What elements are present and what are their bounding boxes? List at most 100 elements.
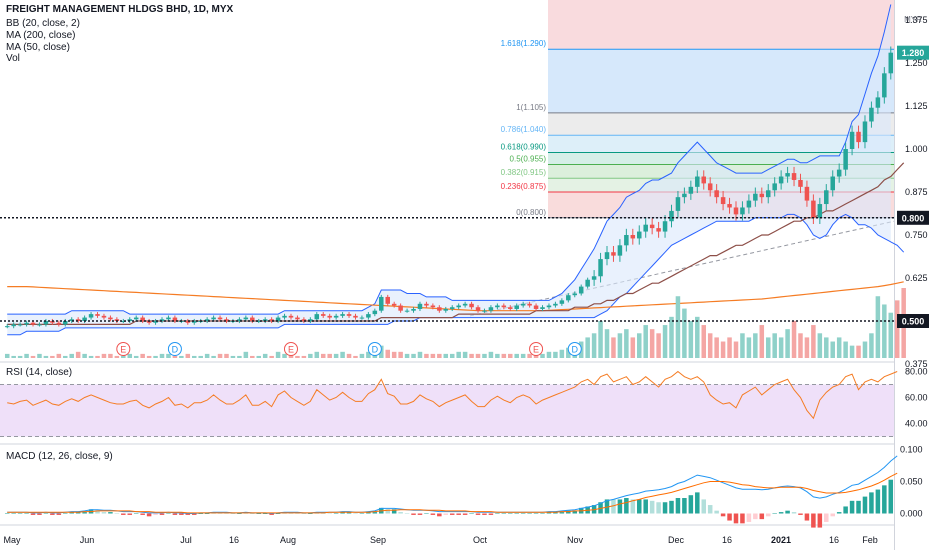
macd-histogram-bar (856, 500, 861, 514)
candle-body (224, 319, 229, 321)
candle-body (108, 317, 113, 320)
candle-body (559, 300, 565, 304)
macd-histogram-bar (237, 513, 242, 514)
candle-body (346, 314, 352, 316)
volume-bar (275, 351, 281, 358)
macd-histogram-bar (617, 499, 623, 514)
macd-histogram-bar (269, 513, 274, 515)
volume-bar (308, 353, 313, 358)
macd-histogram-bar (462, 513, 468, 515)
volume-bar (514, 353, 519, 358)
fib-zone-1.618 (548, 49, 894, 113)
volume-bar (43, 355, 49, 358)
candle-body (127, 319, 133, 321)
legend-bb[interactable]: BB (20, close, 2) (6, 18, 80, 29)
volume-bar (520, 353, 526, 358)
dividend-marker[interactable] (167, 342, 182, 356)
time-tick: 2021 (771, 535, 791, 545)
hline-badge-label: 0.800 (902, 213, 925, 223)
candle-body (746, 200, 752, 208)
candle-body (17, 324, 23, 326)
volume-bar (720, 341, 726, 358)
price-tick: 1.125 (905, 101, 928, 111)
candle-body (759, 193, 765, 198)
volume-bar (340, 351, 345, 358)
macd-histogram-bar (482, 513, 487, 515)
macd-histogram-bar (804, 513, 810, 521)
candle-body (604, 252, 610, 260)
volume-bar (798, 333, 803, 358)
candle-body (172, 317, 178, 321)
fib-zone-0.786 (548, 135, 894, 153)
time-tick: 16 (722, 535, 732, 545)
legend-volume[interactable]: Vol (6, 53, 20, 64)
volume-bar (462, 351, 468, 358)
volume-bar (791, 320, 797, 358)
fib-level-label: 1(1.105) (516, 103, 546, 112)
earnings-marker[interactable] (283, 342, 298, 356)
volume-bar (495, 353, 500, 358)
candle-body (888, 52, 894, 74)
last-price-badge[interactable] (897, 45, 929, 60)
horizontal-lines[interactable] (0, 217, 894, 322)
candle-body (611, 252, 616, 256)
candle-body (649, 224, 655, 229)
candle-body (572, 293, 578, 296)
volume-bar (262, 353, 268, 358)
legend-ma50[interactable]: MA (50, close) (6, 42, 70, 53)
macd-histogram-bar (4, 513, 10, 514)
volume-bar (882, 304, 887, 358)
volume-bar (211, 355, 216, 358)
dividend-marker[interactable] (567, 342, 582, 356)
candle-body (830, 176, 835, 191)
volume-bar (649, 329, 655, 358)
candle-body (688, 186, 694, 194)
macd-histogram-bar (333, 513, 339, 514)
candle-body (4, 326, 10, 328)
macd-histogram-bar (849, 500, 855, 514)
macd-histogram-bar (746, 513, 752, 522)
candle-body (250, 317, 255, 321)
volume-bar (675, 296, 681, 358)
candle-body (37, 324, 42, 326)
time-axis[interactable]: May Jun Jul 16 Aug Sep Oct Nov Dec 16 2021 16 Feb (3, 535, 877, 545)
candle-body (404, 310, 410, 312)
macd-histogram-bar (301, 513, 307, 514)
earnings-marker[interactable] (116, 342, 131, 356)
macd-histogram-bar (540, 513, 545, 514)
dividend-marker[interactable] (367, 342, 382, 356)
volume-bar (772, 333, 777, 358)
macd-legend[interactable]: MACD (12, 26, close, 9) (6, 451, 113, 462)
volume-bar (404, 353, 410, 358)
bb-fill (7, 4, 891, 335)
macd-histogram-bar (411, 513, 416, 515)
candle-body (24, 322, 29, 325)
volume-bar (508, 353, 513, 358)
macd-histogram-bar (843, 506, 848, 514)
earnings-marker[interactable] (529, 342, 544, 356)
macd-histogram-bar (598, 502, 603, 514)
rsi-legend[interactable]: RSI (14, close) (6, 367, 73, 378)
hline-badge[interactable] (897, 314, 929, 328)
volume-bar (856, 345, 861, 358)
symbol-title[interactable]: FREIGHT MANAGEMENT HLDGS BHD, 1D, MYX (6, 4, 234, 15)
candle-body (527, 303, 532, 306)
macd-histogram-bar (495, 513, 500, 514)
dividend-marker-label: D (372, 345, 379, 355)
fib-level-label: 0.236(0.875) (501, 182, 547, 191)
macd-histogram-bar (417, 513, 423, 515)
event-markers[interactable]: E E ED D D (116, 342, 582, 356)
volume-bar (591, 333, 597, 358)
legend-ma200[interactable]: MA (200, close) (6, 30, 76, 41)
candle-body (191, 321, 197, 323)
candle-body (146, 321, 152, 323)
candle-body (301, 319, 307, 321)
hline-badge[interactable] (897, 210, 929, 225)
candle-body (50, 321, 55, 323)
volume-bar (24, 353, 29, 358)
candle-body (243, 317, 249, 320)
macd-histogram-bar (230, 513, 236, 514)
time-tick: 16 (829, 535, 839, 545)
candle-body (585, 279, 590, 287)
